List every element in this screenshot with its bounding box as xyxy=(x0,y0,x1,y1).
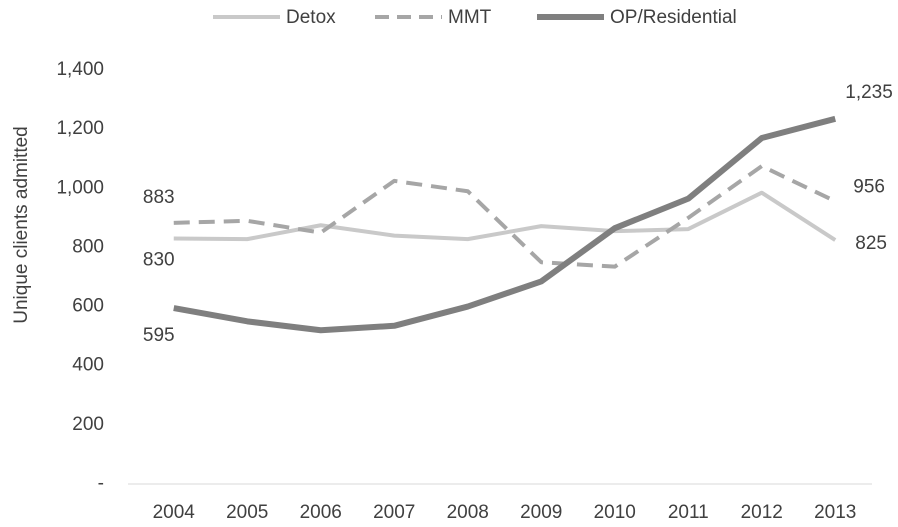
legend-label: MMT xyxy=(448,7,492,28)
x-tick-label: 2010 xyxy=(594,502,636,523)
data-label: 883 xyxy=(143,187,175,208)
x-tick-label: 2006 xyxy=(300,502,342,523)
y-tick-label: 800 xyxy=(72,236,104,257)
data-label: 595 xyxy=(143,325,175,346)
x-tick-label: 2011 xyxy=(668,502,709,523)
x-tick-label: 2013 xyxy=(814,502,856,523)
legend-label: Detox xyxy=(286,7,336,28)
x-tick-label: 2012 xyxy=(741,502,783,523)
data-label: 956 xyxy=(853,176,885,197)
x-tick-label: 2007 xyxy=(373,502,415,523)
y-tick-label: 400 xyxy=(72,355,104,376)
data-label: 830 xyxy=(143,250,175,271)
y-tick-label: 1,400 xyxy=(56,59,104,80)
x-tick-label: 2009 xyxy=(520,502,562,523)
x-tick-label: 2004 xyxy=(153,502,196,523)
y-tick-label: 200 xyxy=(72,414,104,435)
series-line xyxy=(173,164,837,269)
y-tick-label: - xyxy=(98,473,104,494)
y-tick-label: 1,000 xyxy=(56,177,104,198)
series-line xyxy=(173,115,837,334)
data-label: 825 xyxy=(855,233,887,254)
y-tick-label: 1,200 xyxy=(56,118,104,139)
y-tick-label: 600 xyxy=(72,296,104,317)
legend-label: OP/Residential xyxy=(610,7,737,28)
x-tick-label: 2008 xyxy=(447,502,489,523)
x-tick-label: 2005 xyxy=(226,502,268,523)
data-label: 1,235 xyxy=(845,82,893,103)
series-line xyxy=(173,190,837,242)
y-axis-title: Unique clients admitted xyxy=(11,126,32,324)
